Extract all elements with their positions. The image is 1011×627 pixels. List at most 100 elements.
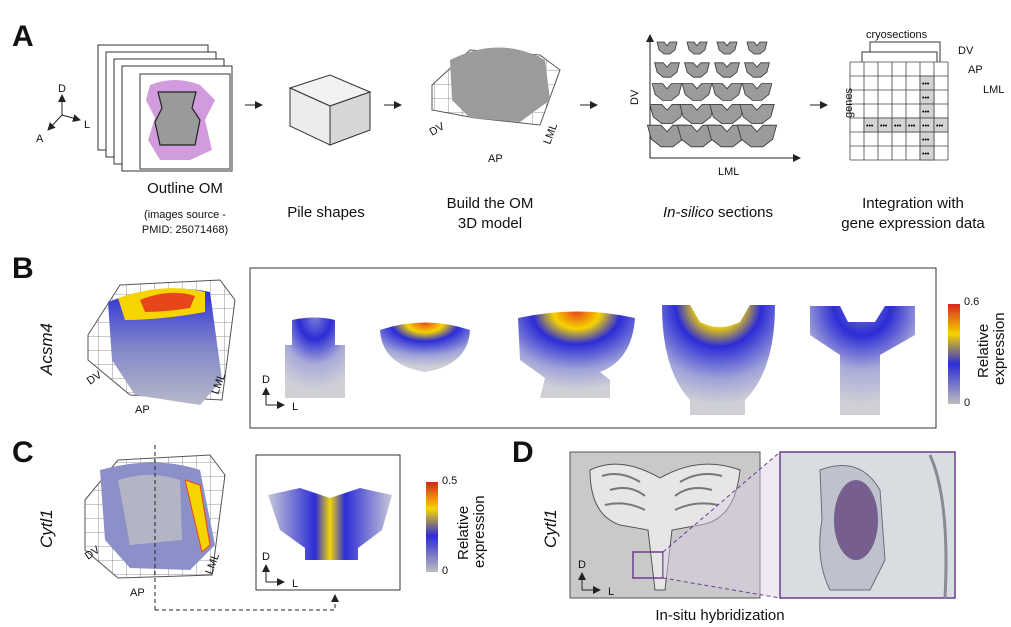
colorbar-b-min: 0: [964, 397, 970, 409]
section-link-arrow: [155, 594, 339, 611]
colorbar-c-max: 0.5: [442, 475, 457, 487]
colorbar-c: 0.5 0 Relative expression: [426, 475, 488, 577]
matrix-dots: •••: [922, 81, 930, 88]
cytl1-axis-ap: AP: [130, 587, 145, 599]
orientation-c: D L: [262, 551, 298, 590]
section-shape: [714, 62, 740, 78]
panel-label-c: C: [12, 436, 34, 469]
orientation-d: D L: [578, 559, 614, 598]
colorbar-b-title-1: Relative: [975, 324, 992, 378]
model-axis-dv: DV: [428, 120, 448, 138]
step-4-caption-rest: sections: [714, 204, 773, 221]
step-5-caption-2: gene expression data: [841, 215, 985, 232]
section-shape: [709, 104, 745, 124]
section-shape: [739, 104, 775, 124]
acsm4-section-1: [285, 317, 345, 398]
matrix-dots: •••: [922, 123, 930, 130]
step-3-caption-1: Build the OM: [447, 195, 534, 212]
acsm4-3d-model: DV AP LML: [85, 279, 236, 416]
orientation-d-d: D: [578, 559, 586, 571]
model-axis-ap: AP: [488, 153, 503, 165]
section-shape: [649, 104, 685, 124]
cytl1-section: [268, 488, 392, 560]
colorbar-c-title-1: Relative: [455, 506, 472, 560]
matrix-label-genes: genes: [843, 88, 855, 118]
matrix-dots: •••: [936, 123, 944, 130]
colorbar-c-title-2: expression: [471, 495, 488, 568]
matrix-dots: •••: [922, 151, 930, 158]
in-silico-sections-plot: DV LML: [629, 34, 801, 178]
acsm4-section-4: [662, 305, 775, 415]
ish-caption: In-situ hybridization: [655, 607, 784, 624]
section-shape: [686, 41, 708, 55]
acsm4-section-5: [810, 306, 915, 415]
matrix-dots: •••: [922, 109, 930, 116]
step-3-caption-2: 3D model: [458, 215, 522, 232]
matrix-label-dv: DV: [958, 45, 974, 57]
section-shape: [651, 83, 683, 101]
section-shape: [736, 124, 778, 148]
orientation-b: D L: [262, 374, 298, 413]
gene-matrix-stack: ••• ••• ••• ••• ••• ••• ••• ••• ••• ••• •••: [849, 41, 949, 161]
section-shape: [679, 104, 715, 124]
matrix-label-cryosections: cryosections: [866, 29, 928, 41]
axis-a: A: [36, 133, 44, 145]
matrix-dots: •••: [880, 123, 888, 130]
cytl1-3d-model: DV AP LML: [83, 445, 226, 610]
matrix-dots: •••: [922, 95, 930, 102]
outline-image-stack: [97, 44, 233, 172]
zoom-wedge: [663, 452, 780, 598]
section-shape: [741, 83, 773, 101]
source-note-2: PMID: 25071468): [142, 224, 228, 236]
matrix-label-ap: AP: [968, 64, 983, 76]
step-5-caption-1: Integration with: [862, 195, 964, 212]
sections-axis-lml: LML: [718, 166, 739, 178]
sections-grid: [646, 41, 778, 148]
matrix-label-lml: LML: [983, 84, 1004, 96]
colorbar-b-max: 0.6: [964, 296, 979, 308]
matrix-dots: •••: [922, 137, 930, 144]
model-axis-lml: LML: [542, 122, 561, 146]
acsm4-axis-ap: AP: [135, 404, 150, 416]
source-note-1: (images source -: [144, 209, 226, 221]
matrix-dots: •••: [894, 123, 902, 130]
axis-l: L: [84, 119, 90, 131]
section-shape: [684, 62, 710, 78]
section-shape: [654, 62, 680, 78]
axis-d: D: [58, 83, 66, 95]
step-1-caption: Outline OM: [147, 180, 223, 197]
acsm4-section-2: [380, 322, 470, 372]
sections-axis-dv: DV: [629, 89, 641, 105]
panel-label-a: A: [12, 20, 34, 53]
orientation-triad-a: D L A: [36, 83, 90, 145]
gene-label-acsm4: Acsm4: [37, 323, 56, 376]
om-3d-model: DV AP LML: [428, 47, 561, 165]
section-shape: [711, 83, 743, 101]
section-shape: [716, 41, 738, 55]
gene-label-cytl1-d: Cytl1: [541, 509, 560, 548]
orientation-c-d: D: [262, 551, 270, 563]
section-shape: [746, 41, 768, 55]
panel-label-d: D: [512, 436, 534, 469]
step-4-caption: In-silico sections: [663, 204, 773, 221]
section-shape: [744, 62, 770, 78]
step-2-caption: Pile shapes: [287, 204, 365, 221]
step-4-caption-italic: In-silico: [663, 204, 714, 221]
ish-image: [569, 451, 761, 599]
matrix-dots: •••: [908, 123, 916, 130]
panel-label-b: B: [12, 252, 34, 285]
ish-zoom-inset: [779, 451, 956, 599]
orientation-b-l: L: [292, 401, 298, 413]
acsm4-sections: [285, 305, 915, 415]
matrix-dots: •••: [866, 123, 874, 130]
section-shape: [656, 41, 678, 55]
orientation-b-d: D: [262, 374, 270, 386]
section-shape: [681, 83, 713, 101]
colorbar-b: 0.6 0 Relative expression: [948, 296, 1008, 409]
acsm4-section-3: [518, 311, 635, 398]
pile-shapes-cube: [288, 74, 372, 146]
gene-label-cytl1-c: Cytl1: [37, 509, 56, 548]
colorbar-c-min: 0: [442, 565, 448, 577]
orientation-c-l: L: [292, 578, 298, 590]
orientation-d-l: L: [608, 586, 614, 598]
